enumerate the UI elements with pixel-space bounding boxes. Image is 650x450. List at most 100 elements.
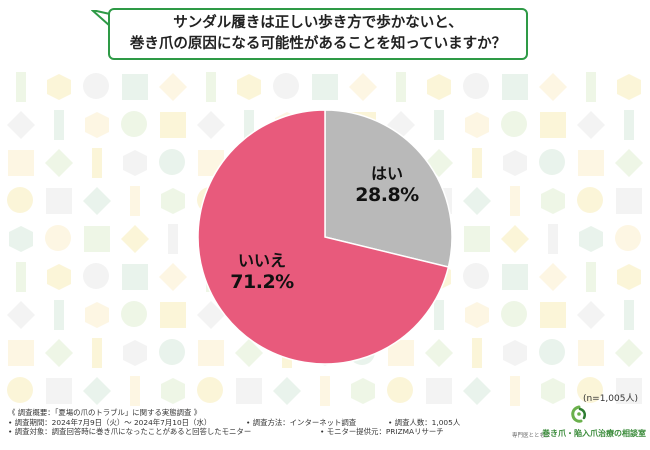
slice-label-iie-value: 71.2% [230,271,294,293]
background-shape [586,262,596,292]
background-shape [8,150,34,176]
background-shape [616,378,642,404]
background-shape [159,149,185,175]
background-shape [616,188,642,214]
background-shape [503,340,527,366]
background-shape [206,72,216,102]
background-shape [427,74,451,100]
background-shape [236,378,262,404]
background-shape [577,377,603,403]
background-shape [502,264,528,290]
background-shape [615,339,643,367]
background-shape [510,376,520,406]
survey-provider: • モニター提供元：PRIZMAリサーチ [320,427,444,437]
background-shape [16,72,26,102]
background-shape [168,224,178,254]
background-shape [121,301,147,327]
background-shape [577,111,605,139]
background-shape [464,226,490,252]
background-shape [501,111,527,137]
background-shape [617,74,641,100]
title-box [108,8,528,60]
background-shape [349,73,377,101]
background-shape [92,338,102,368]
slice-label-iie: いいえ 71.2% [222,247,302,293]
background-shape [463,187,491,215]
background-shape [472,338,482,368]
background-shape [83,377,111,405]
background-shape [85,112,109,138]
background-shape [122,264,148,290]
background-shape [9,226,33,252]
background-shape [434,300,444,330]
background-shape [197,377,223,403]
background-shape [273,73,299,99]
background-shape [463,263,489,289]
background-shape [472,148,482,178]
background-shape [615,225,641,251]
background-shape [624,110,634,140]
background-shape [463,73,489,99]
background-shape [47,264,71,290]
logo-name: 巻き爪・陥入爪治療の相談室 [542,429,646,438]
sample-size: (n=1,005人) [582,394,638,404]
background-shape [47,74,71,100]
slice-label-hai-name: はい [370,164,403,183]
background-shape [465,302,489,328]
background-shape [159,339,185,365]
background-shape [123,150,147,176]
chart-title-line2: 巻き爪の原因になる可能性があることを知っていますか？ [129,36,507,52]
background-shape [312,74,338,100]
survey-target: • 調査対象：調査回答時に巻き爪になったことがあると回答したモニター [8,427,252,437]
background-shape [130,186,140,216]
background-shape [539,263,567,291]
background-shape [84,226,110,252]
background-shape [122,74,148,100]
background-shape [541,188,565,214]
background-shape [159,263,187,291]
background-shape [351,378,375,404]
background-shape [617,264,641,290]
background-shape [539,339,565,365]
background-shape [197,301,225,329]
background-shape [161,378,185,404]
background-shape [121,225,149,253]
survey-method: • 調査方法：インターネット調査 [246,417,357,427]
background-shape [320,376,330,406]
slice-label-iie-name: いいえ [237,251,286,270]
background-shape [577,301,605,329]
logo: 専門医とともに 巻き爪・陥入爪治療の相談室 [512,405,646,447]
pie-slice-hai [324,109,453,268]
survey-overview: 《 調査概要：「夏場の爪のトラブル」に関する実態調査 》 [8,408,202,417]
background-shape [7,111,35,139]
background-shape [83,73,109,99]
background-shape [123,340,147,366]
background-shape [159,73,187,101]
background-shape [578,340,604,366]
background-shape [434,110,444,140]
background-shape [501,225,529,253]
chart-title: サンダル履きは正しい歩き方で歩かないと、 巻き爪の原因になる可能性があることを知… [118,13,518,55]
background-shape [54,110,64,140]
background-shape [7,301,35,329]
background-shape [539,73,567,101]
background-shape [615,149,643,177]
background-shape [16,262,26,292]
background-shape [387,377,413,403]
background-shape [46,378,72,404]
background-shape [465,112,489,138]
background-shape [161,188,185,214]
background-shape [624,300,634,330]
background-shape [45,149,73,177]
logo-subtitle: 専門医とともに [512,433,551,439]
survey-footer: 《 調査概要：「夏場の爪のトラブル」に関する実態調査 》 • 調査期間：2024… [8,408,460,437]
logo-mark-icon [571,405,587,423]
background-shape [463,377,491,405]
background-shape [160,112,186,138]
background-shape [502,74,528,100]
background-shape [83,187,111,215]
background-shape [7,187,33,213]
background-shape [92,148,102,178]
background-shape [541,378,565,404]
